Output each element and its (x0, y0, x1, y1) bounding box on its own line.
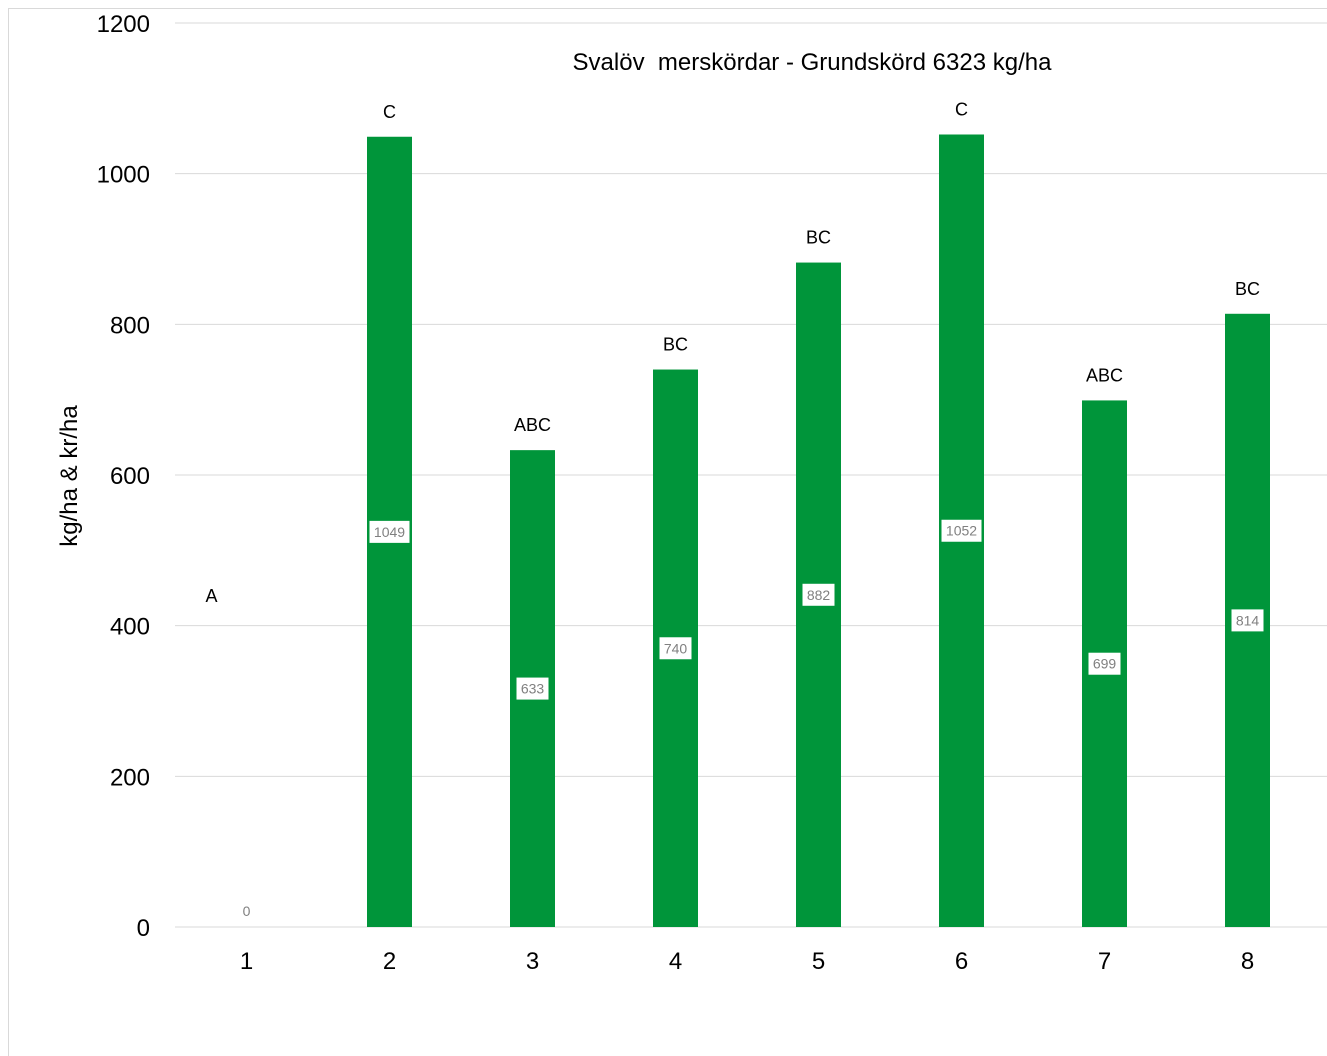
data-label-box (659, 637, 692, 660)
data-label: 699 (1093, 656, 1117, 672)
data-label-box (1088, 652, 1121, 675)
significance-letter: ABC (514, 415, 551, 435)
x-tick-label: 5 (812, 948, 825, 975)
data-label-box (369, 520, 410, 543)
y-tick-label: 800 (110, 312, 150, 339)
x-tick-label: 3 (526, 948, 539, 975)
data-label-box (941, 519, 982, 542)
x-axis-ticks: 1 2 3 4 5 6 7 8 (240, 948, 1254, 975)
significance-letter: A (205, 586, 217, 606)
y-axis-ticks: 0 200 400 600 800 1000 1200 (97, 11, 150, 942)
y-axis-title: kg/ha & kr/ha (56, 405, 83, 547)
y-tick-label: 600 (110, 463, 150, 490)
y-tick-label: 200 (110, 764, 150, 791)
data-label-box (802, 583, 835, 606)
bars: 0 A 1049 C 633 ABC 740 BC 882 BC 1052 C 699 ABC 814 BC (205, 99, 1270, 928)
data-label: 882 (807, 587, 831, 603)
significance-letter: C (955, 99, 968, 119)
y-tick-label: 400 (110, 614, 150, 641)
significance-letter: BC (1235, 279, 1260, 299)
data-label-box (1231, 609, 1264, 632)
gridlines (175, 22, 1327, 928)
chart-title: Svalöv merskördar - Grundskörd 6323 kg/h… (573, 49, 1053, 76)
significance-letter: BC (806, 228, 831, 248)
x-tick-label: 4 (669, 948, 682, 975)
x-tick-label: 1 (240, 948, 253, 975)
data-label: 0 (243, 903, 251, 919)
x-tick-label: 8 (1241, 948, 1254, 975)
significance-letter: C (383, 102, 396, 122)
data-label: 633 (521, 681, 545, 697)
significance-letter: ABC (1086, 365, 1123, 385)
data-label: 1049 (374, 524, 405, 540)
data-label: 740 (664, 640, 688, 656)
data-label-box (516, 677, 549, 700)
x-tick-label: 2 (383, 948, 396, 975)
chart-frame (8, 8, 1327, 1056)
y-tick-label: 1200 (97, 11, 150, 38)
y-tick-label: 1000 (97, 162, 150, 189)
significance-letter: BC (663, 335, 688, 355)
data-label: 1052 (946, 523, 977, 539)
y-tick-label: 0 (137, 915, 150, 942)
x-tick-label: 6 (955, 948, 968, 975)
x-tick-label: 7 (1098, 948, 1111, 975)
data-label: 814 (1236, 612, 1260, 628)
